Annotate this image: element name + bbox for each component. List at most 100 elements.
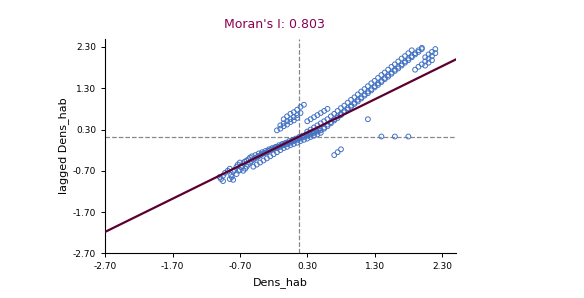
Point xyxy=(296,104,305,109)
Point xyxy=(390,67,399,72)
Point xyxy=(387,70,396,75)
Point xyxy=(373,76,383,80)
Point xyxy=(319,119,329,124)
Point xyxy=(336,106,346,111)
Point xyxy=(310,125,319,130)
Point xyxy=(289,139,298,143)
Point xyxy=(220,170,230,175)
Point xyxy=(367,87,376,91)
Point xyxy=(283,122,292,127)
Point xyxy=(299,135,308,139)
Point xyxy=(283,114,292,119)
Point xyxy=(420,59,430,64)
Point xyxy=(306,135,315,139)
Point xyxy=(323,124,332,129)
Point xyxy=(218,173,228,178)
Point xyxy=(312,132,322,137)
Point xyxy=(259,158,268,163)
Point xyxy=(293,107,302,112)
Point xyxy=(407,54,416,58)
Point xyxy=(336,147,346,152)
Point xyxy=(263,149,273,153)
Point xyxy=(227,175,237,179)
Point xyxy=(343,106,352,111)
Point xyxy=(424,60,433,65)
Point xyxy=(237,165,246,170)
Point xyxy=(283,142,292,146)
Point xyxy=(363,91,373,96)
Point xyxy=(404,58,413,63)
Point xyxy=(262,150,272,155)
Point xyxy=(293,113,302,117)
Point xyxy=(297,135,307,139)
Point xyxy=(234,168,243,173)
Point xyxy=(311,129,320,134)
Point xyxy=(218,179,228,184)
Point xyxy=(424,52,433,57)
Point xyxy=(397,56,406,61)
Point xyxy=(235,160,245,165)
Point xyxy=(346,104,356,109)
Point xyxy=(353,97,363,102)
Point xyxy=(279,146,288,150)
Point xyxy=(356,95,366,100)
Point xyxy=(417,62,426,67)
Point xyxy=(414,64,423,69)
Point xyxy=(424,56,433,61)
Point xyxy=(294,135,304,139)
Point xyxy=(280,142,290,146)
Point xyxy=(360,93,369,98)
Point xyxy=(276,123,285,128)
Point xyxy=(350,102,359,106)
Point xyxy=(346,103,356,108)
Point xyxy=(312,123,322,128)
Point xyxy=(284,140,293,145)
Point xyxy=(252,155,262,160)
Point xyxy=(287,139,297,143)
Point xyxy=(340,110,349,114)
Point xyxy=(411,52,420,57)
Point xyxy=(336,111,346,116)
Point xyxy=(394,59,403,64)
Point xyxy=(367,81,376,86)
Point xyxy=(380,77,390,82)
Point xyxy=(400,59,409,64)
Point xyxy=(289,110,298,114)
Point xyxy=(430,51,440,55)
Point xyxy=(240,159,249,164)
Point xyxy=(400,60,409,65)
Point xyxy=(272,128,281,133)
Point xyxy=(293,116,302,120)
Point xyxy=(390,134,399,139)
Point xyxy=(323,106,332,111)
Point xyxy=(310,131,319,135)
Point xyxy=(420,63,430,68)
Point xyxy=(286,120,295,125)
Point xyxy=(279,143,288,148)
Point xyxy=(254,151,263,156)
Point xyxy=(223,168,232,173)
Point xyxy=(242,158,251,163)
Point xyxy=(311,128,321,133)
Point xyxy=(239,168,248,173)
Point xyxy=(404,56,413,61)
Point xyxy=(232,172,241,176)
Point xyxy=(245,160,255,165)
Point xyxy=(343,100,352,105)
Point xyxy=(316,111,325,115)
Point xyxy=(400,54,409,58)
Point xyxy=(245,155,255,160)
Point xyxy=(380,76,390,80)
Point xyxy=(276,126,285,131)
X-axis label: Dens_hab: Dens_hab xyxy=(253,277,308,288)
Point xyxy=(215,175,224,179)
Point xyxy=(380,70,390,75)
Point xyxy=(363,117,373,122)
Point xyxy=(394,66,403,71)
Point xyxy=(228,178,238,182)
Text: Moran's I: 0.803: Moran's I: 0.803 xyxy=(224,18,325,31)
Point xyxy=(306,132,315,137)
Point xyxy=(356,89,366,94)
Point xyxy=(232,164,241,169)
Point xyxy=(384,73,393,77)
